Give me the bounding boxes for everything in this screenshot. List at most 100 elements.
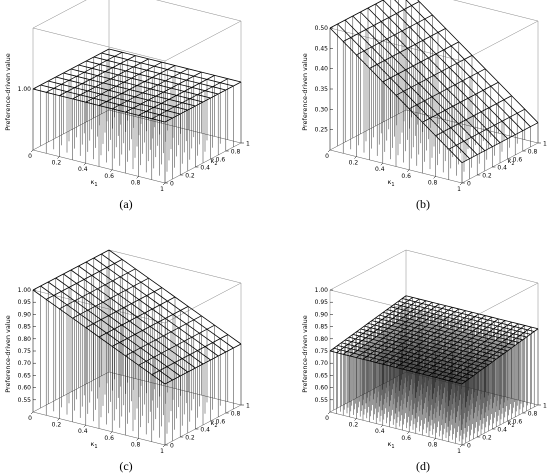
surface-mesh-line — [488, 338, 496, 341]
surface-mesh-line — [424, 307, 432, 310]
surface-mesh-line — [408, 348, 413, 353]
surface-mesh-line — [477, 150, 485, 156]
surface-mesh-line — [405, 321, 413, 324]
surface-mesh-line — [464, 314, 469, 319]
surface-mesh-line — [422, 321, 430, 325]
surface-mesh-line — [436, 343, 444, 347]
y-tick-label: 1 — [543, 141, 547, 148]
z-tick-label: 0.65 — [18, 372, 32, 379]
surface-mesh-line — [422, 40, 437, 55]
surface-mesh-line — [411, 356, 418, 359]
surface-mesh-line — [76, 71, 85, 77]
surface-mesh-line — [400, 357, 408, 360]
surface-mesh-line — [493, 325, 498, 330]
z-tick-label: 0.65 — [315, 372, 329, 379]
surface-mesh-line — [395, 367, 403, 370]
surface-mesh-line — [447, 342, 454, 346]
surface-mesh-line — [369, 334, 377, 337]
surface-mesh-line — [174, 358, 183, 363]
surface-mesh-line — [494, 120, 503, 126]
surface-mesh-line — [432, 327, 439, 331]
z-axis-label: Preference-driven value — [4, 315, 12, 393]
surface-mesh-line — [453, 344, 461, 347]
surface-mesh-line — [488, 335, 493, 340]
surface-mesh-line — [358, 340, 363, 344]
surface-mesh-line — [183, 340, 198, 351]
surface-mesh-line — [362, 356, 368, 360]
surface-mesh-line — [220, 334, 228, 339]
surface-mesh-line — [394, 0, 405, 10]
surface-mesh-line — [345, 15, 353, 21]
surface-mesh-line — [420, 336, 428, 339]
surface-mesh-line — [442, 326, 450, 330]
surface-mesh-line — [416, 320, 423, 323]
surface-mesh-line — [152, 77, 166, 82]
surface-mesh-line — [165, 318, 179, 329]
surface-mesh-line — [381, 326, 388, 329]
surface-mesh-line — [93, 93, 102, 99]
surface-mesh-line — [457, 367, 465, 371]
surface-mesh-line — [146, 111, 160, 116]
surface-mesh-line — [155, 339, 170, 350]
surface-mesh-line — [360, 325, 365, 330]
surface-mesh-line — [125, 351, 134, 357]
surface-mesh-line — [420, 307, 426, 311]
surface-mesh-line — [70, 68, 85, 73]
surface-mesh-line — [189, 94, 198, 100]
surface-mesh-line — [508, 340, 513, 345]
surface-mesh-line — [114, 97, 128, 102]
surface-mesh-line — [450, 127, 465, 142]
surface-mesh-line — [345, 339, 352, 342]
surface-mesh-line — [524, 325, 532, 328]
surface-mesh-line — [84, 71, 98, 76]
surface-mesh-line — [376, 362, 383, 365]
surface-mesh-line — [172, 76, 187, 81]
surface-mesh-line — [360, 328, 368, 331]
surface-mesh-line — [483, 85, 491, 91]
surface-mesh-line — [361, 347, 368, 350]
surface-mesh-line — [93, 56, 108, 61]
surface-mesh-line — [148, 277, 163, 288]
surface-mesh-line — [415, 369, 420, 373]
surface-mesh-line — [393, 336, 401, 340]
surface-mesh-line — [486, 326, 494, 330]
surface-mesh-line — [455, 353, 460, 357]
surface-mesh-line — [148, 99, 162, 104]
surface-mesh-line — [436, 369, 444, 373]
surface-mesh-line — [352, 331, 357, 335]
surface-mesh-line — [447, 316, 455, 320]
surface-mesh-line — [491, 340, 496, 344]
surface-mesh-line — [61, 291, 75, 302]
surface-mesh-line — [100, 89, 109, 95]
surface-mesh-line — [443, 371, 450, 374]
surface-mesh-line — [363, 332, 370, 336]
surface-mesh-line — [475, 358, 480, 362]
surface-mesh-line — [55, 273, 64, 279]
surface-mesh-line — [431, 325, 437, 329]
surface-mesh-line — [401, 295, 407, 299]
surface-mesh-line — [444, 109, 459, 125]
surface-mesh-line — [386, 34, 395, 40]
surface-mesh-line — [417, 329, 423, 333]
surface-mesh-line — [184, 91, 198, 96]
surface-mesh-line — [125, 289, 140, 300]
surface-mesh-line — [391, 348, 396, 352]
surface-mesh-line — [408, 351, 416, 355]
surface-mesh-line — [416, 310, 422, 314]
surface-mesh-line — [482, 355, 490, 358]
surface-mesh-line — [438, 303, 446, 307]
surface-mesh-line — [146, 356, 154, 362]
surface-mesh-line — [446, 340, 452, 344]
surface-mesh-line — [352, 15, 367, 30]
surface-mesh-line — [467, 321, 474, 325]
surface-mesh-line — [488, 103, 497, 109]
surface-mesh-line — [397, 305, 402, 309]
surface-mesh-line — [398, 345, 406, 349]
surface-mesh-line — [368, 341, 376, 345]
surface-mesh-line — [89, 292, 104, 303]
surface-mesh-line — [136, 312, 145, 318]
surface-mesh-line — [125, 66, 134, 72]
surface-mesh-line — [348, 336, 356, 340]
x-tick-label: 1 — [160, 448, 164, 455]
surface-mesh-line — [449, 344, 455, 348]
